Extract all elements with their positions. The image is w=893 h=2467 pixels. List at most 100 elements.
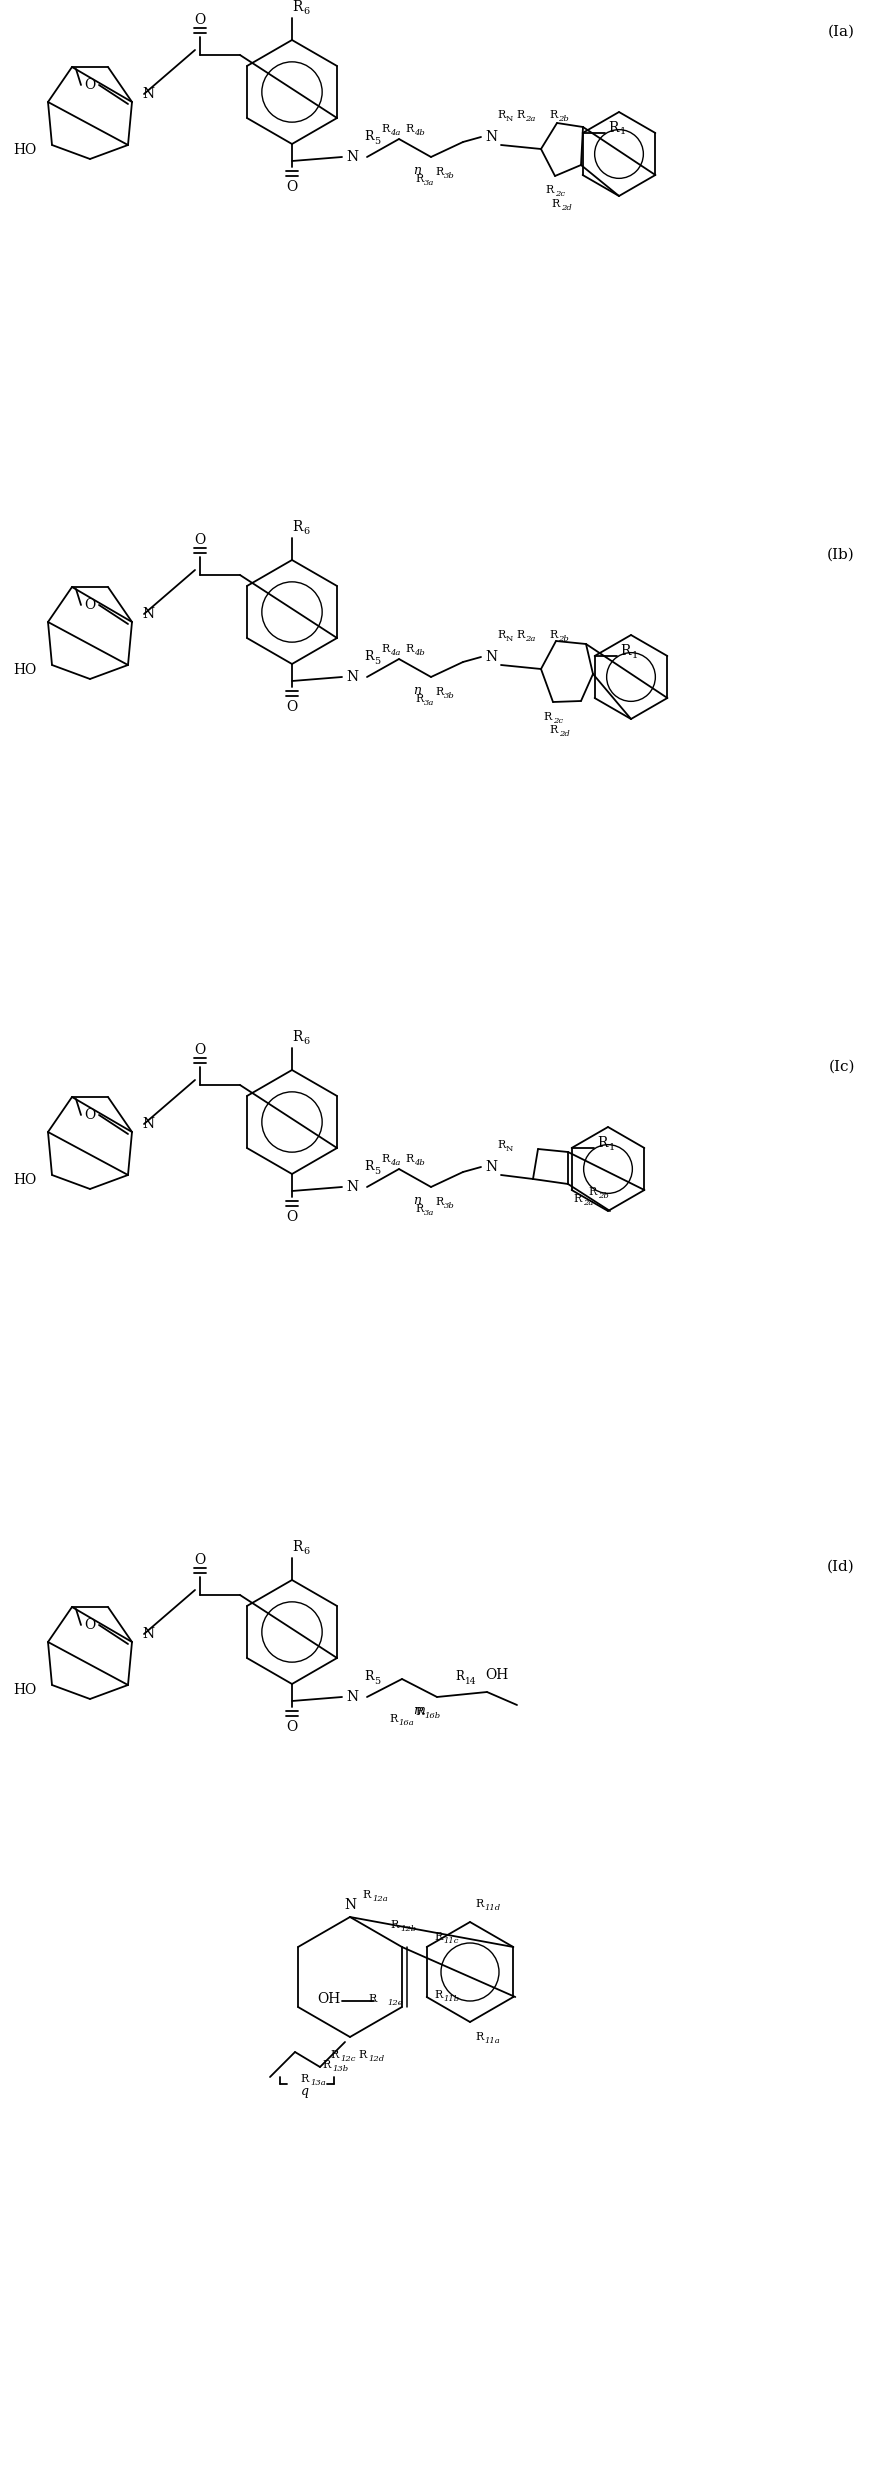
Text: R: R [405,644,413,654]
Text: 11c: 11c [444,1937,459,1944]
Text: R: R [415,1707,423,1717]
Text: 6: 6 [303,525,309,535]
Text: N: N [506,1145,513,1152]
Text: O: O [84,1108,96,1122]
Text: 5: 5 [374,136,380,146]
Text: 2d: 2d [561,205,572,212]
Text: R: R [390,1919,398,1929]
Text: 13b: 13b [332,2065,348,2072]
Text: 2a: 2a [525,634,536,644]
Text: R: R [588,1187,597,1196]
Text: R: R [330,2050,338,2060]
Text: 14: 14 [465,1678,477,1685]
Text: 4a: 4a [390,128,400,138]
Text: R: R [455,1670,463,1682]
Text: R: R [292,0,303,15]
Text: N: N [142,86,154,101]
Text: R: R [549,111,557,121]
Text: N: N [142,607,154,622]
Text: 3b: 3b [444,1201,455,1209]
Text: R: R [292,1539,303,1554]
Text: 4b: 4b [414,649,425,656]
Text: 3b: 3b [444,173,455,180]
Text: 5: 5 [374,1678,380,1685]
Text: (Ib): (Ib) [827,548,855,562]
Text: q: q [301,2085,309,2099]
Text: R: R [364,131,373,143]
Text: (Ic): (Ic) [829,1061,855,1073]
Text: n: n [413,165,421,178]
Text: R: R [322,2060,330,2070]
Text: R: R [415,693,423,703]
Text: O: O [84,597,96,612]
Text: m: m [413,1705,425,1717]
Text: N: N [506,116,513,123]
Text: HO: HO [13,143,37,158]
Text: R: R [435,686,443,698]
Text: O: O [287,180,297,195]
Text: R: R [475,1900,483,1909]
Text: 2a: 2a [583,1199,593,1206]
Text: 2b: 2b [558,634,569,644]
Text: N: N [344,1897,356,1912]
Text: R: R [549,725,557,735]
Text: N: N [346,671,358,683]
Text: N: N [346,1690,358,1705]
Text: R: R [543,713,551,723]
Text: N: N [506,634,513,644]
Text: (Id): (Id) [827,1559,855,1574]
Text: n: n [413,683,421,698]
Text: R: R [405,123,413,133]
Text: N: N [346,1179,358,1194]
Text: OH: OH [317,1991,340,2006]
Text: 2a: 2a [525,116,536,123]
Text: R: R [609,121,619,136]
Text: R: R [300,2075,308,2085]
Text: 3b: 3b [444,693,455,701]
Text: R: R [292,1031,303,1044]
Text: R: R [435,1196,443,1206]
Text: 6: 6 [303,7,309,15]
Text: R: R [497,1140,505,1150]
Text: O: O [287,1209,297,1224]
Text: R: R [435,1991,443,2001]
Text: 2b: 2b [598,1192,609,1199]
Text: R: R [573,1194,581,1204]
Text: 4b: 4b [414,1159,425,1167]
Text: 2c: 2c [555,190,565,197]
Text: R: R [405,1155,413,1164]
Text: O: O [195,1044,205,1056]
Text: 11a: 11a [484,2038,500,2045]
Text: R: R [545,185,554,195]
Text: R: R [292,521,303,533]
Text: 5: 5 [374,1167,380,1174]
Text: R: R [497,111,505,121]
Text: 4a: 4a [390,649,400,656]
Text: R: R [435,1932,443,1942]
Text: O: O [287,701,297,713]
Text: 13a: 13a [310,2080,326,2087]
Text: R: R [369,1993,377,2003]
Text: R: R [381,1155,389,1164]
Text: 12a: 12a [372,1895,388,1902]
Text: R: R [497,629,505,639]
Text: 4b: 4b [414,128,425,138]
Text: N: N [485,1159,497,1174]
Text: N: N [346,150,358,163]
Text: O: O [84,1618,96,1633]
Text: R: R [435,168,443,178]
Text: HO: HO [13,1172,37,1187]
Text: 6: 6 [303,1036,309,1046]
Text: R: R [364,1670,373,1682]
Text: R: R [597,1135,608,1150]
Text: 11b: 11b [444,1996,460,2003]
Text: R: R [358,2050,366,2060]
Text: R: R [621,644,631,659]
Text: 1: 1 [620,128,626,136]
Text: O: O [195,1554,205,1567]
Text: R: R [475,2033,483,2043]
Text: (Ia): (Ia) [828,25,855,39]
Text: 2b: 2b [558,116,569,123]
Text: R: R [549,629,557,639]
Text: 3a: 3a [424,1209,434,1216]
